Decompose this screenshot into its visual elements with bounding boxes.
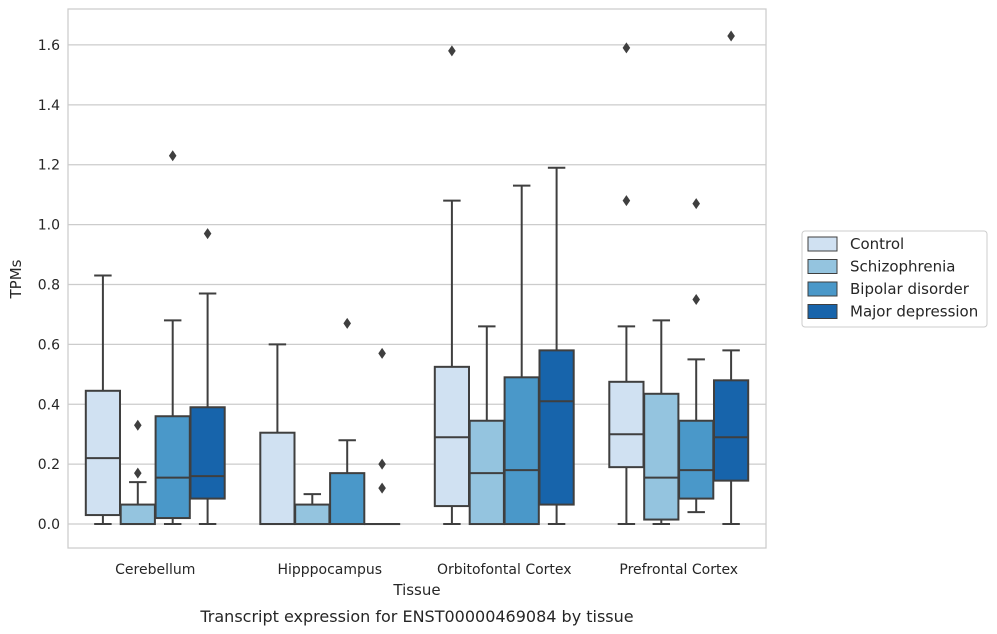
outlier-point xyxy=(203,228,212,240)
legend-swatch xyxy=(807,304,838,319)
chart-caption: Transcript expression for ENST0000046908… xyxy=(199,607,633,626)
box-body xyxy=(538,349,575,506)
legend-label: Bipolar disorder xyxy=(850,280,970,298)
legend-swatch xyxy=(807,236,838,252)
gridlines xyxy=(68,44,766,525)
legend-swatch xyxy=(807,281,838,297)
box-major-depression xyxy=(189,228,226,526)
x-axis-label: Tissue xyxy=(392,581,440,599)
box-body xyxy=(294,503,331,526)
box-bipolar-disorder xyxy=(503,184,540,526)
box-control xyxy=(84,274,122,526)
y-tick-label: 0.4 xyxy=(38,397,60,413)
box-body xyxy=(678,419,715,500)
outlier-point xyxy=(378,482,386,494)
outlier-point xyxy=(378,347,386,359)
outlier-point xyxy=(134,419,142,431)
box-bipolar-disorder xyxy=(678,198,715,514)
legend-label: Schizophrenia xyxy=(850,258,955,276)
box-control xyxy=(433,45,471,526)
outlier-point xyxy=(692,293,700,305)
y-tick-label: 0.2 xyxy=(38,457,60,473)
y-tick-label: 1.0 xyxy=(38,218,60,234)
box-body xyxy=(189,406,226,500)
y-tick-label: 0.0 xyxy=(38,517,60,533)
box-control xyxy=(259,343,296,526)
legend-label: Control xyxy=(850,235,904,253)
outlier-point xyxy=(692,198,700,210)
box-body xyxy=(643,392,680,521)
legend: Control Schizophrenia Bipolar disorder Majo… xyxy=(801,230,988,328)
box-body xyxy=(608,380,645,469)
x-tick-label: Hipppocampus xyxy=(277,562,382,578)
outlier-point xyxy=(727,30,735,42)
box-body xyxy=(503,376,540,526)
x-tick-labels: Cerebellum Hipppocampus Orbitofontal Corte… xyxy=(115,562,738,578)
legend-swatch xyxy=(807,259,838,274)
box-bipolar-disorder xyxy=(329,317,366,526)
outlier-point xyxy=(622,195,631,207)
box-major-depression xyxy=(538,166,575,526)
y-tick-label: 0.8 xyxy=(38,277,60,293)
box-body xyxy=(259,431,296,526)
box-schizophrenia xyxy=(468,325,505,526)
box-body xyxy=(84,389,122,517)
outlier-point xyxy=(168,150,177,162)
box-body xyxy=(329,472,366,526)
box-control xyxy=(608,42,645,526)
y-tick-labels: 0.0 0.2 0.4 0.6 0.8 1.0 1.2 1.4 1.6 xyxy=(38,38,60,533)
y-tick-label: 1.2 xyxy=(38,158,60,174)
x-tick-label: Orbitofontal Cortex xyxy=(437,562,572,578)
box-major-depression xyxy=(712,30,750,526)
boxes xyxy=(84,30,750,526)
plot-frame xyxy=(67,8,767,549)
outlier-point xyxy=(378,458,386,470)
outlier-point xyxy=(448,45,456,57)
y-tick-label: 1.6 xyxy=(38,38,60,54)
outlier-point xyxy=(134,467,142,479)
y-axis-label: TPMs xyxy=(7,259,25,299)
y-tick-label: 0.6 xyxy=(38,337,60,353)
box-major-depression xyxy=(363,347,401,526)
box-bipolar-disorder xyxy=(154,150,191,526)
box-body xyxy=(119,503,156,526)
box-body xyxy=(154,415,191,520)
legend-label: Major depression xyxy=(850,303,978,321)
outlier-point xyxy=(343,317,351,329)
outlier-point xyxy=(622,42,631,54)
x-tick-label: Prefrontal Cortex xyxy=(619,562,738,578)
x-tick-label: Cerebellum xyxy=(115,562,195,578)
box-body xyxy=(712,379,750,482)
box-schizophrenia xyxy=(119,419,156,526)
legend-frame xyxy=(801,230,988,328)
y-tick-label: 1.4 xyxy=(38,98,60,114)
box-schizophrenia xyxy=(643,319,680,526)
